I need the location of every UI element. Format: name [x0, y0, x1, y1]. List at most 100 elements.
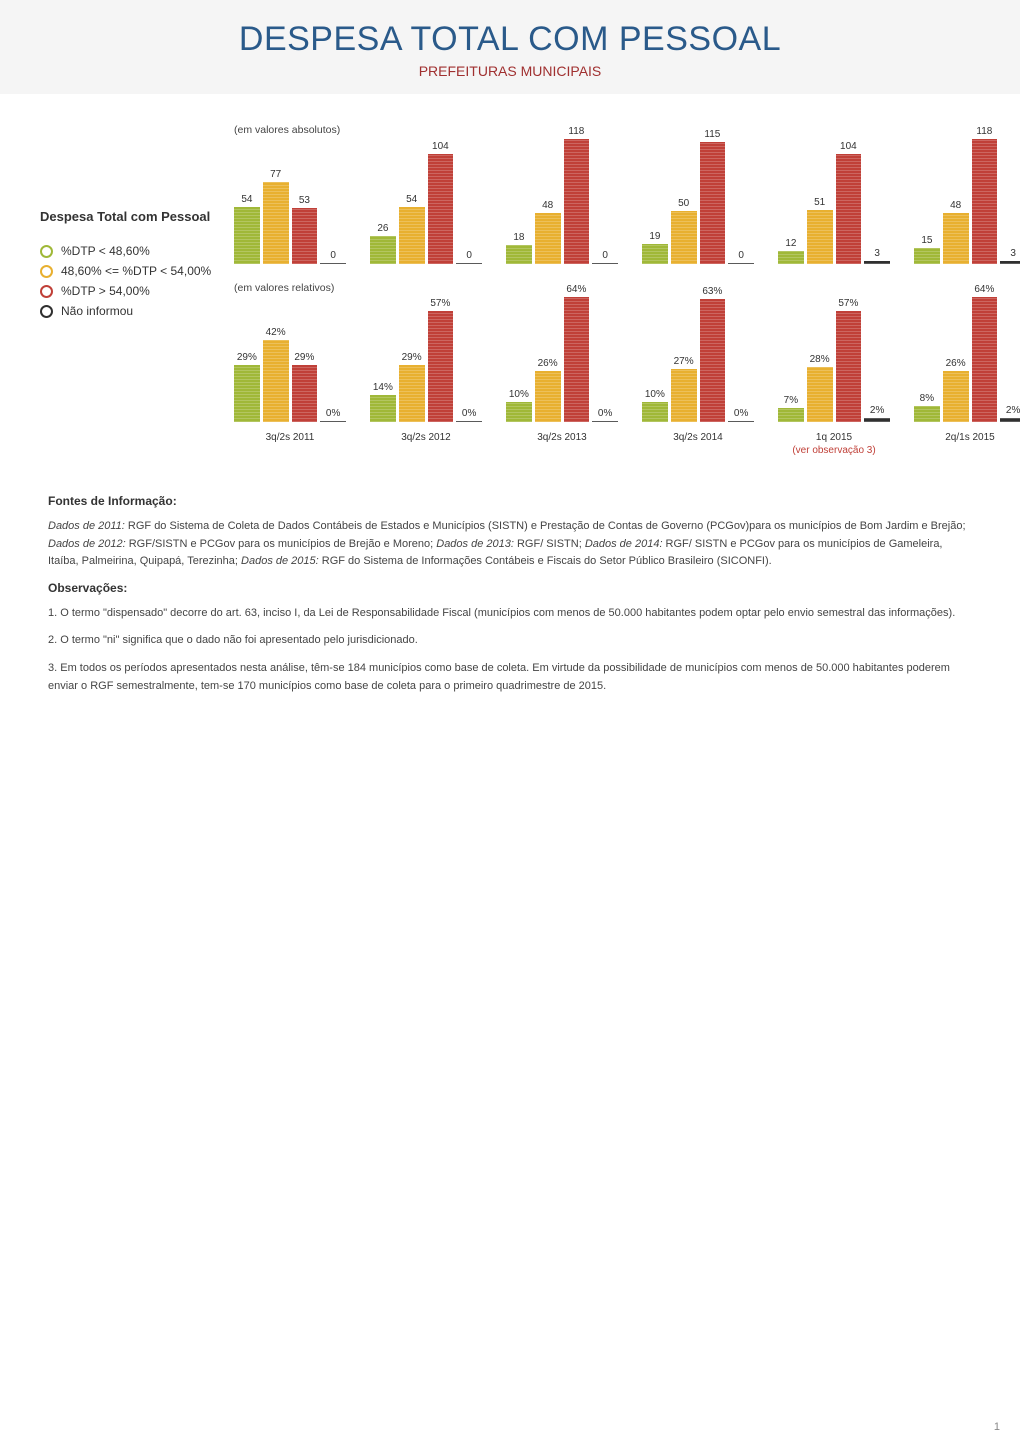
bar-hatch [671, 211, 697, 264]
bar-value-label: 2% [1006, 405, 1020, 416]
bar-group: 50 [671, 198, 697, 264]
x-axis-panel: 1q 2015(ver observação 3) [774, 426, 894, 456]
bar-hatch [370, 236, 396, 264]
main-title: DESPESA TOTAL COM PESSOAL [0, 20, 1020, 59]
bar-value-label: 2% [870, 405, 884, 416]
bar [943, 371, 969, 422]
bar-hatch [370, 395, 396, 422]
x-axis-panel: 3q/2s 2011 [230, 426, 350, 456]
bar [1000, 418, 1020, 422]
bar-hatch [535, 213, 561, 264]
bar-value-label: 0 [466, 250, 472, 261]
x-axis-panel: 2q/1s 2015 [910, 426, 1020, 456]
bar-hatch [263, 340, 289, 422]
chart-area: 10%26%64%0% [502, 272, 622, 422]
period-label: 3q/2s 2011 [230, 432, 350, 443]
bar-value-label: 29% [237, 352, 257, 363]
bar-group: 19 [642, 231, 668, 264]
bar-hatch [914, 406, 940, 422]
bar-value-label: 54 [241, 194, 252, 205]
chart-area: 8%26%64%2% [910, 272, 1020, 422]
bar-hatch [564, 139, 590, 264]
legend-column: Despesa Total com Pessoal %DTP < 48,60% 4… [40, 114, 230, 464]
obs-heading: Observações: [48, 581, 972, 595]
bar-value-label: 104 [432, 141, 449, 152]
bar-group: 3 [864, 248, 890, 264]
bar-hatch [864, 261, 890, 264]
bar-group: 10% [506, 389, 532, 422]
chart-area: 7%28%57%2% [774, 272, 894, 422]
bar-hatch [234, 365, 260, 422]
bar-group: 48 [943, 200, 969, 264]
chart-area: 29%42%29%0% [230, 272, 350, 422]
bar-hatch [428, 311, 454, 422]
legend-dot-icon [40, 305, 53, 318]
info-section: Fontes de Informação: Dados de 2011: RGF… [0, 464, 1020, 735]
bar-group: 48 [535, 200, 561, 264]
bar-value-label: 26 [377, 223, 388, 234]
bar [864, 418, 890, 422]
page-number: 1 [994, 1421, 1000, 1433]
bar-value-label: 10% [509, 389, 529, 400]
bar [535, 371, 561, 422]
bar-group: 115 [700, 129, 726, 264]
bar [234, 207, 260, 264]
bar-hatch [943, 371, 969, 422]
bar [943, 213, 969, 264]
chart-area: 26 54 104 0 [366, 114, 486, 264]
bar-value-label: 0 [738, 250, 744, 261]
chart-panel: 10%27%63%0% [638, 272, 758, 422]
bar-value-label: 26% [538, 358, 558, 369]
bar-group: 8% [914, 393, 940, 422]
bar-value-label: 48 [950, 200, 961, 211]
bar-group: 54 [234, 194, 260, 264]
bar [807, 367, 833, 422]
bar-hatch [428, 154, 454, 264]
bar-value-label: 19 [649, 231, 660, 242]
bar-hatch [972, 297, 998, 422]
bar-value-label: 29% [402, 352, 422, 363]
bar [700, 142, 726, 264]
bar [456, 421, 482, 422]
bar-group: 7% [778, 395, 804, 422]
legend-item: 48,60% <= %DTP < 54,00% [40, 264, 230, 278]
legend-label: %DTP < 48,60% [61, 244, 150, 258]
bar [914, 406, 940, 422]
bar-hatch [728, 263, 754, 264]
bar-value-label: 12 [785, 238, 796, 249]
bar-group: 63% [700, 286, 726, 422]
bar-group: 77 [263, 169, 289, 264]
bar-group: 42% [263, 327, 289, 422]
legend-item: Não informou [40, 304, 230, 318]
x-axis-panel: 3q/2s 2014 [638, 426, 758, 456]
bar [728, 421, 754, 422]
bar-hatch [263, 182, 289, 264]
charts-column: (em valores absolutos)547753026541040184… [230, 114, 1020, 464]
bar-value-label: 3 [874, 248, 880, 259]
bar-value-label: 7% [784, 395, 798, 406]
bar-hatch [456, 421, 482, 422]
bar-group: 64% [564, 284, 590, 422]
bar-value-label: 42% [266, 327, 286, 338]
bar-value-label: 26% [946, 358, 966, 369]
chart-panel: 10%26%64%0% [502, 272, 622, 422]
bar [320, 421, 346, 422]
bar-hatch [836, 311, 862, 422]
chart-area: 19 50115 0 [638, 114, 758, 264]
chart-row-relative: (em valores relativos)29%42%29%0%14%29%5… [230, 272, 1020, 422]
chart-panel: 18481180 [502, 114, 622, 264]
bar [506, 245, 532, 264]
bar-value-label: 51 [814, 197, 825, 208]
bar [535, 213, 561, 264]
subtitle: PREFEITURAS MUNICIPAIS [0, 63, 1020, 79]
obs-3: 3. Em todos os períodos apresentados nes… [48, 660, 972, 695]
bar [399, 365, 425, 422]
bar-value-label: 54 [406, 194, 417, 205]
chart-area: 12511043 [774, 114, 894, 264]
bar-value-label: 0% [462, 408, 476, 419]
legend-title: Despesa Total com Pessoal [40, 209, 230, 224]
bar-value-label: 0% [734, 408, 748, 419]
bar-value-label: 3 [1010, 248, 1016, 259]
fontes-text: Dados de 2011: RGF do Sistema de Coleta … [48, 518, 972, 571]
bar [642, 402, 668, 422]
